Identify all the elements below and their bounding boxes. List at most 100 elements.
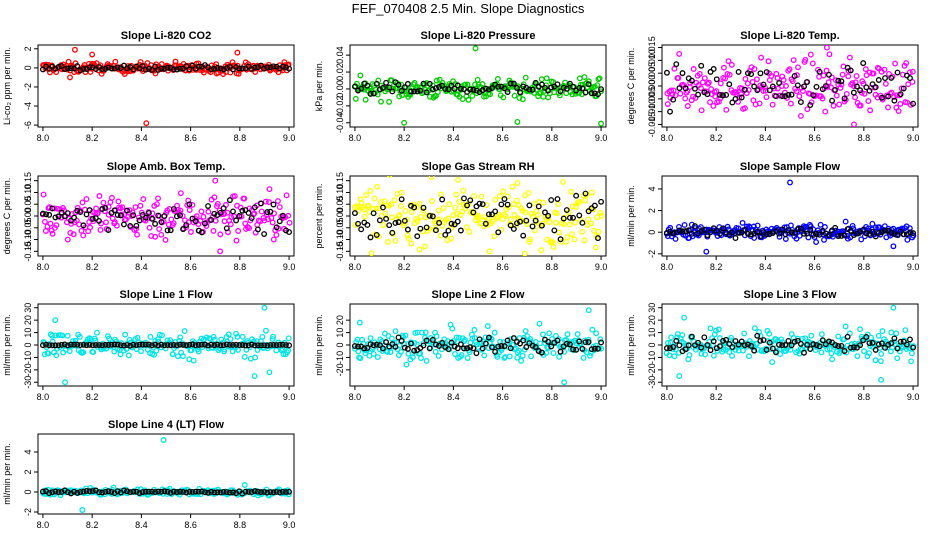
data-point-black [142,214,149,221]
data-point-black [838,78,845,85]
data-points [351,176,605,256]
data-point [408,209,415,215]
data-points [39,177,293,255]
data-point [560,178,566,185]
x-tick-label: 9.0 [907,262,920,272]
data-point-black [710,338,717,345]
data-point [872,224,879,231]
data-point-black [773,349,779,356]
data-point-black [55,213,62,220]
data-point-black [423,337,430,344]
data-point [581,74,588,81]
data-point-black [513,220,520,227]
data-point-black [457,85,464,92]
data-point-black [763,69,770,75]
data-point-black [286,488,293,495]
data-point [483,202,490,208]
y-tick-label: -10 [335,351,345,364]
data-point-black [420,80,427,87]
data-point-black [504,201,511,208]
data-point [861,90,868,97]
data-point [40,191,47,198]
data-point [598,212,605,219]
data-point-black [230,342,236,348]
y-tick-label: 0.015 [647,36,657,59]
data-point [786,66,793,73]
data-point-outlier [62,379,69,386]
data-point-black [754,228,761,235]
data-point-black [370,90,377,97]
data-point-black [55,342,62,349]
data-point-black [127,342,134,349]
data-point-black [454,82,461,89]
data-point [769,101,776,108]
data-point-black [183,489,190,496]
y-tick-label: 0 [23,342,33,347]
plot-frame [37,44,295,128]
data-point [188,229,194,235]
data-point-black [726,340,733,347]
data-point [224,209,231,216]
data-point [585,216,592,223]
data-point-black [729,229,736,236]
data-point-black [389,88,396,95]
data-point [795,64,801,71]
data-point [502,213,509,220]
data-point [598,88,604,95]
data-point-black [676,227,683,234]
x-tick-label: 8.2 [710,262,723,272]
data-point [725,58,732,65]
data-points [663,304,917,383]
data-point-black [682,85,689,92]
data-point-black [211,342,218,349]
data-point-black [136,217,143,224]
data-point-black [707,229,714,236]
data-point-outlier [890,243,897,250]
data-point-black [220,66,227,73]
data-point-black [857,87,864,94]
data-point-black [532,217,539,224]
data-point-black [355,343,361,350]
plot-frame [37,433,295,515]
data-point [285,212,292,219]
data-point-black [545,87,552,94]
data-point-black [86,488,93,495]
data-point [897,100,904,107]
data-point [198,335,205,342]
data-point [861,348,867,355]
x-tick-label: 8.6 [808,133,821,143]
x-tick-label: 8.2 [86,520,99,530]
data-point-black [464,202,471,209]
data-point-black [526,86,533,93]
panel-2: Slope Li-820 Pressure 8.0 8.2 8.4 8.6 8.8 9.0 -… [314,30,607,143]
data-point-black [804,341,811,348]
data-point [414,218,421,225]
y-tick-label: 20 [647,315,657,325]
data-point-black [117,342,124,349]
panel-5: Slope Gas Stream RH 8.0 8.2 8.4 8.6 8.8 9.0 -0.… [314,161,607,272]
data-point [904,236,911,243]
data-point-black [523,344,530,350]
data-point-black [58,209,65,216]
data-point [384,239,391,245]
data-point [688,221,695,228]
data-point-black [189,62,196,69]
data-point-black [286,65,293,72]
data-point-black [695,339,702,346]
data-point-black [64,342,71,349]
data-point-black [698,228,705,234]
data-point-black [579,219,586,226]
data-point-outlier [514,180,521,187]
data-point [576,198,583,205]
data-point-black [242,342,249,349]
data-point [572,219,578,226]
data-point [376,205,383,212]
y-tick-label: 2 [647,208,657,213]
data-point-black [39,488,46,495]
data-point [670,87,677,94]
data-point [129,209,136,216]
data-point-black [251,342,258,349]
data-point-black [595,345,601,352]
data-point-black [267,489,274,495]
data-point [94,210,101,216]
